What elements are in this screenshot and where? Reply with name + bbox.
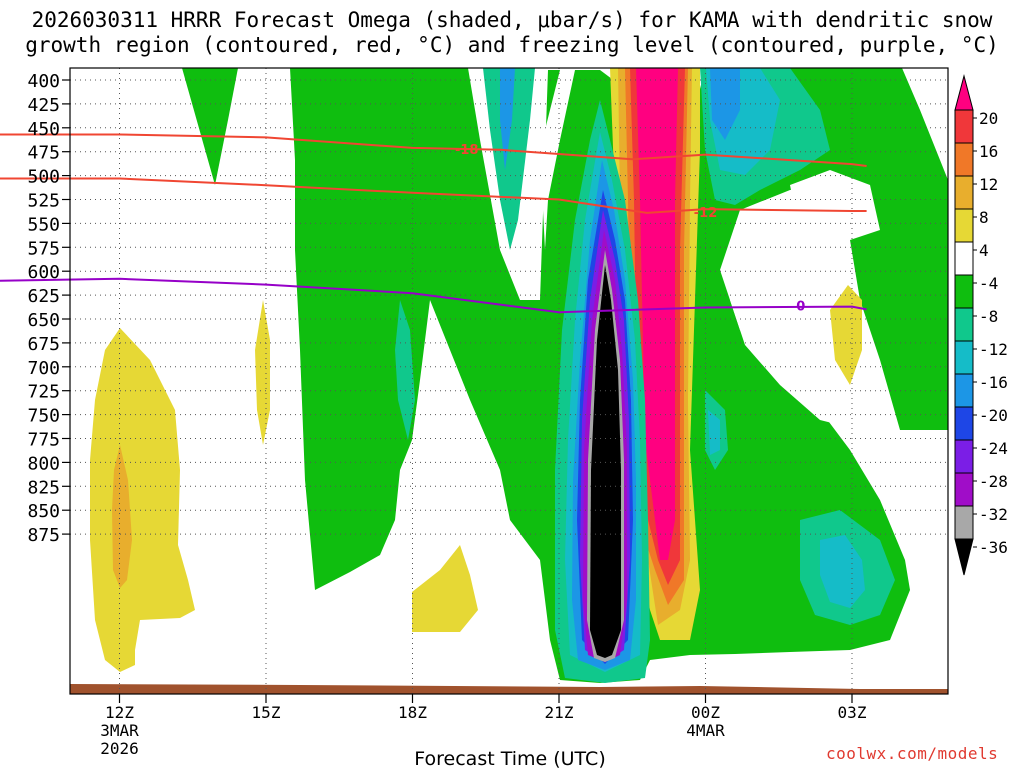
plot-frame	[69, 67, 949, 695]
colorbar-tick-label: -32	[979, 505, 1008, 524]
omega-shade-teal	[395, 300, 415, 440]
contour-lines	[0, 133, 867, 314]
y-tick-label: 400	[27, 71, 60, 92]
colorbar-swatch	[954, 274, 974, 309]
colorbar-swatch	[954, 505, 974, 540]
colorbar-tick-label: 16	[979, 142, 998, 161]
y-tick-label: 600	[27, 262, 60, 283]
y-tick-label: 800	[27, 453, 60, 474]
colorbar-tick-label: 20	[979, 109, 998, 128]
y-tick-label: 425	[27, 95, 60, 116]
y-tick-label: 525	[27, 191, 60, 212]
terrain	[70, 684, 948, 694]
colorbar-swatch	[954, 373, 974, 408]
contour-line--18	[0, 133, 867, 167]
colorbar-tick-label: 4	[979, 241, 989, 260]
colorbar-swatch	[954, 208, 974, 243]
colorbar-tick-label: -4	[979, 274, 998, 293]
contour-label: -12	[694, 206, 718, 221]
contour-line-0	[0, 277, 867, 314]
omega-shade-yellow	[830, 285, 862, 385]
colorbar-swatch	[954, 538, 974, 576]
contour-label: 0	[796, 300, 805, 315]
y-tick-label: 550	[27, 214, 60, 235]
colorbar-swatch	[954, 307, 974, 342]
colorbar-swatch	[954, 406, 974, 441]
contour-line--12	[0, 177, 867, 214]
y-tick-label: 725	[27, 382, 60, 403]
x-axis-label: Forecast Time (UTC)	[414, 748, 605, 768]
omega-shade-plume	[590, 265, 621, 658]
colorbar: 20 16 12 8 4 -4 -8 -12 -16 -20 -24 -28 -32 -36	[954, 74, 1008, 576]
colorbar-swatch	[954, 439, 974, 474]
colorbar-tick-label: -36	[979, 538, 1008, 557]
y-tick-label: 700	[27, 358, 60, 379]
omega-shade-cyan	[820, 535, 865, 608]
y-tick-label: 875	[27, 525, 60, 546]
colorbar-swatch	[954, 175, 974, 210]
x-tick-label: 21Z	[545, 703, 574, 722]
omega-shade-magenta	[636, 68, 678, 560]
y-tick-label: 750	[27, 406, 60, 427]
omega-shade-yellow	[412, 545, 478, 632]
chart-title-line-1: 2026030311 HRRR Forecast Omega (shaded, …	[31, 8, 993, 32]
y-tick-label: 625	[27, 286, 60, 307]
colorbar-tick-label: -12	[979, 340, 1008, 359]
omega-shade-lobe	[182, 68, 238, 185]
x-tick-label: 00Z	[691, 703, 720, 722]
contour-labels: -18 -12 0	[455, 143, 805, 315]
y-tick-label: 650	[27, 310, 60, 331]
colorbar-tick-label: -16	[979, 373, 1008, 392]
contour-label: -18	[455, 143, 479, 158]
omega-shade-blue	[500, 68, 515, 170]
omega-shade-yellow	[90, 328, 195, 672]
y-tick-label: 500	[27, 167, 60, 188]
omega-shade-hole	[540, 70, 575, 250]
omega-shade-cyan	[708, 410, 720, 455]
colorbar-swatch	[954, 74, 974, 111]
x-tick-year: 2026	[100, 739, 139, 758]
shaded-omega-field	[70, 68, 948, 694]
y-tick-label: 450	[27, 119, 60, 140]
y-tick-label: 575	[27, 238, 60, 259]
colorbar-tick-label: 8	[979, 208, 989, 227]
colorbar-swatch	[954, 340, 974, 375]
site-credit: coolwx.com/models	[826, 744, 999, 763]
y-tick-label: 825	[27, 477, 60, 498]
omega-shade-teal	[483, 68, 535, 250]
y-tick-label: 775	[27, 430, 60, 451]
colorbar-swatch	[954, 109, 974, 144]
chart-title-line-2: growth region (contoured, red, °C) and f…	[25, 33, 999, 57]
y-tick-label: 850	[27, 501, 60, 522]
x-tick-label: 15Z	[252, 703, 281, 722]
colorbar-tick-label: -24	[979, 439, 1008, 458]
colorbar-swatch	[954, 142, 974, 177]
colorbar-tick-label: -28	[979, 472, 1008, 491]
y-tick-label: 675	[27, 334, 60, 355]
x-tick-label: 12Z	[105, 703, 134, 722]
x-tick-label: 18Z	[398, 703, 427, 722]
colorbar-tick-label: -8	[979, 307, 998, 326]
x-tick-label: 03Z	[838, 703, 867, 722]
colorbar-swatch	[954, 241, 974, 276]
x-tick-date: 3MAR	[100, 721, 139, 740]
colorbar-tick-label: -20	[979, 406, 1008, 425]
omega-shade-orange	[112, 445, 132, 588]
colorbar-tick-label: 12	[979, 175, 998, 194]
x-tick-date: 4MAR	[686, 721, 725, 740]
omega-shade-hole	[790, 170, 880, 240]
colorbar-swatch	[954, 472, 974, 507]
y-tick-label: 475	[27, 143, 60, 164]
